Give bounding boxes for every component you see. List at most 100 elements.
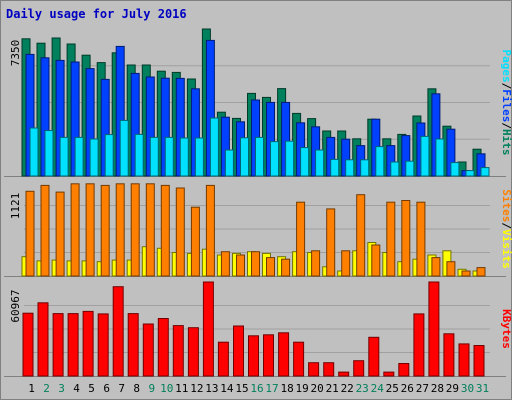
x-tick-day-5: 5: [88, 382, 95, 395]
bar-kbytes-day-6: [97, 313, 109, 377]
legend-hits-files-pages: Pages/Files/Hits: [500, 50, 512, 156]
bar-sites-day-6: [100, 184, 110, 277]
bar-kbytes-day-21: [323, 362, 335, 377]
bar-pages-day-2: [44, 130, 54, 177]
bar-kbytes-day-23: [353, 360, 365, 377]
bar-kbytes-day-31: [473, 345, 485, 377]
bar-kbytes-day-15: [233, 325, 244, 377]
bar-kbytes-day-24: [368, 336, 380, 377]
bar-pages-day-17: [270, 141, 279, 177]
bar-kbytes-day-19: [293, 341, 305, 377]
bar-sites-day-14: [220, 251, 230, 277]
bar-sites-day-8: [130, 183, 140, 277]
bar-kbytes-day-2: [37, 302, 49, 377]
x-tick-day-31: 31: [476, 382, 489, 395]
legend-entry-visits: Visits: [500, 229, 512, 269]
bar-kbytes-day-16: [248, 335, 259, 377]
bar-sites-day-28: [431, 257, 441, 277]
bar-sites-day-22: [341, 250, 351, 277]
bar-sites-day-25: [386, 201, 396, 277]
ymax-label-hits-files-pages: 7350: [9, 40, 22, 67]
bar-kbytes-day-26: [398, 363, 410, 377]
bar-pages-day-5: [89, 138, 99, 177]
bar-kbytes-day-11: [172, 325, 184, 377]
bar-pages-day-13: [209, 117, 219, 177]
x-tick-day-14: 14: [220, 382, 234, 395]
x-tick-day-3: 3: [58, 382, 65, 395]
x-tick-day-8: 8: [133, 382, 140, 395]
x-tick-day-12: 12: [190, 382, 203, 395]
bar-pages-day-3: [59, 136, 69, 177]
bar-sites-day-23: [356, 194, 366, 277]
bar-sites-day-7: [115, 183, 125, 277]
bar-kbytes-day-4: [67, 313, 79, 377]
legend-entry-pages: Pages: [500, 50, 512, 83]
x-tick-day-23: 23: [356, 382, 369, 395]
bar-pages-day-16: [255, 136, 264, 177]
x-tick-day-10: 10: [160, 382, 173, 395]
bar-kbytes-day-30: [458, 343, 470, 377]
bar-sites-day-13: [205, 184, 215, 277]
x-tick-day-24: 24: [371, 382, 385, 395]
bar-pages-day-1: [29, 127, 39, 177]
legend-entry-kbytes: KBytes: [500, 309, 512, 349]
bar-pages-day-4: [74, 136, 84, 177]
legend-entry-hits: Hits: [500, 129, 512, 156]
x-tick-day-1: 1: [28, 382, 35, 395]
bar-kbytes-day-25: [383, 371, 395, 377]
legend-entry-separator: /: [500, 122, 512, 129]
x-tick-day-13: 13: [205, 382, 218, 395]
legend-entry-separator: /: [500, 222, 512, 229]
bar-pages-day-11: [179, 137, 189, 177]
bar-pages-day-10: [164, 136, 174, 177]
bar-sites-day-19: [296, 201, 306, 277]
bar-sites-day-26: [401, 200, 411, 277]
bar-kbytes-day-20: [308, 362, 320, 377]
bar-sites-day-3: [55, 191, 65, 277]
bar-kbytes-day-9: [142, 323, 154, 377]
legend-entry-sites: Sites: [500, 189, 512, 222]
bar-kbytes-day-7: [112, 286, 124, 377]
x-tick-day-11: 11: [175, 382, 188, 395]
legend-kbytes: KBytes: [500, 309, 512, 349]
x-tick-day-29: 29: [446, 382, 459, 395]
bar-pages-day-24: [375, 146, 385, 177]
x-tick-day-27: 27: [416, 382, 429, 395]
bar-sites-day-4: [70, 183, 80, 277]
legend-entry-files: Files: [500, 89, 512, 122]
bar-pages-day-26: [405, 160, 415, 177]
bar-pages-day-27: [420, 135, 430, 177]
bar-sites-day-2: [40, 184, 50, 277]
bar-pages-day-12: [194, 137, 204, 177]
bar-kbytes-day-13: [202, 281, 214, 377]
bar-sites-day-27: [416, 201, 426, 277]
bar-kbytes-day-8: [127, 313, 139, 377]
bar-kbytes-day-14: [217, 341, 229, 377]
bar-pages-day-22: [345, 159, 355, 177]
bar-kbytes-day-29: [443, 333, 455, 377]
x-tick-day-25: 25: [386, 382, 399, 395]
ymax-label-kbytes: 60967: [9, 289, 22, 322]
bar-pages-day-23: [360, 159, 370, 177]
x-tick-day-17: 17: [265, 382, 278, 395]
bar-pages-day-18: [285, 140, 295, 177]
bar-kbytes-day-5: [82, 310, 94, 377]
bar-pages-day-29: [450, 162, 460, 177]
x-tick-day-7: 7: [118, 382, 125, 395]
chart-title: Daily usage for July 2016: [6, 7, 187, 21]
ymax-label-visits-sites: 1121: [9, 193, 22, 220]
bar-kbytes-day-10: [157, 318, 169, 377]
legend-visits-sites: Sites/Visits: [500, 189, 512, 269]
bar-kbytes-day-3: [52, 313, 64, 377]
bar-sites-day-18: [281, 258, 291, 277]
bar-sites-day-31: [476, 267, 486, 277]
bar-pages-day-28: [435, 138, 445, 177]
bar-sites-day-9: [145, 183, 155, 277]
bar-pages-day-9: [149, 136, 159, 177]
bar-sites-day-11: [175, 187, 185, 277]
x-tick-day-9: 9: [148, 382, 155, 395]
x-tick-day-30: 30: [461, 382, 474, 395]
bar-kbytes-day-17: [263, 334, 274, 377]
bar-kbytes-day-18: [278, 332, 290, 377]
